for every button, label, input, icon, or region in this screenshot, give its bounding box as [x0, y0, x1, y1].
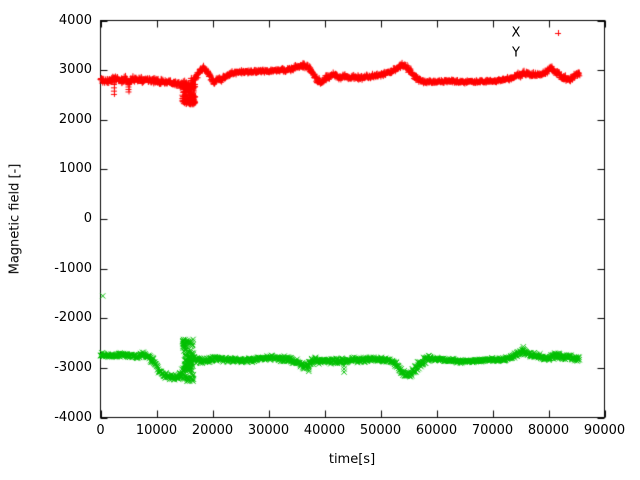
x-tick-label: 50000 — [359, 423, 402, 438]
y-tick-label: 2000 — [58, 111, 92, 127]
x-axis-title: time[s] — [328, 452, 376, 467]
y-tick-label: 4000 — [58, 12, 92, 28]
x-tick-label: 60000 — [415, 423, 458, 438]
legend-label-x: X — [511, 25, 521, 41]
x-tick-label: 20000 — [191, 423, 234, 438]
x-tick-label: 80000 — [527, 423, 570, 438]
x-tick-label: 30000 — [247, 423, 290, 438]
y-tick-label: -2000 — [54, 310, 92, 326]
y-tick-label: -4000 — [54, 409, 92, 425]
x-tick-label: 0 — [96, 423, 105, 438]
y-tick-label: -1000 — [54, 260, 92, 276]
y-tick-label: -3000 — [54, 359, 92, 375]
x-tick-label: 40000 — [303, 423, 346, 438]
legend-label-y: Y — [512, 45, 520, 61]
y-tick-label: 0 — [83, 211, 92, 226]
y-tick-label: 3000 — [58, 62, 92, 78]
y-tick-label: 1000 — [58, 161, 92, 177]
x-tick-label: 70000 — [471, 423, 514, 438]
x-tick-label: 10000 — [135, 423, 178, 438]
x-tick-label: 90000 — [583, 423, 626, 438]
